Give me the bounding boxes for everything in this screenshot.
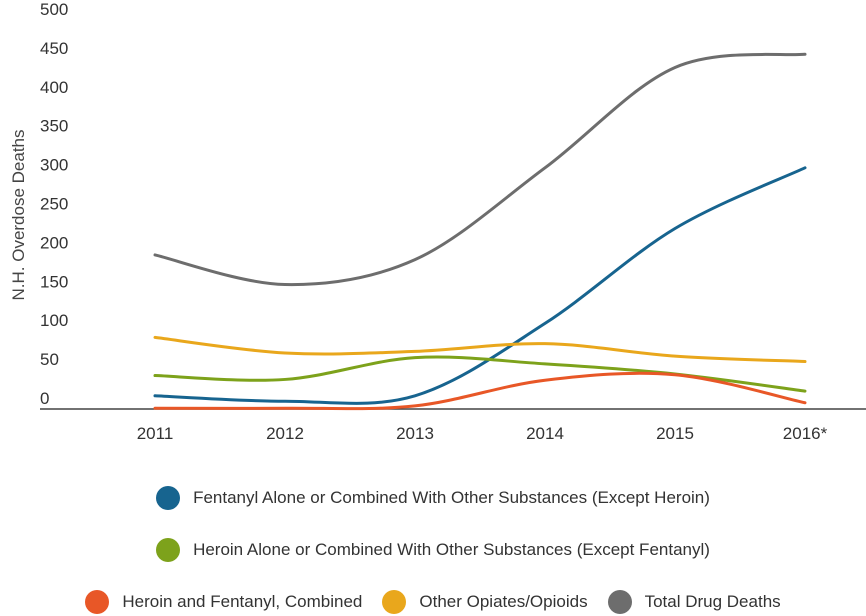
- legend-swatch-total: [607, 590, 632, 614]
- y-tick-label: 450: [40, 39, 68, 58]
- legend-label-heroin-fentanyl: Heroin and Fentanyl, Combined: [122, 592, 363, 611]
- line-chart: 0 50 100 150 200 250 300 350 400 450 500 N.H. Over…: [9, 0, 866, 443]
- series-lines: [153, 52, 807, 411]
- legend-swatch-heroin-fentanyl: [85, 590, 110, 614]
- legend-label-other-opioids: Other Opiates/Opioids: [419, 592, 588, 611]
- series-line-other-opioids: [153, 335, 807, 364]
- legend-item-total: Total Drug Deaths: [607, 590, 781, 614]
- x-tick-label: 2011: [137, 424, 174, 443]
- legend-item-heroin-fentanyl: Heroin and Fentanyl, Combined: [85, 590, 362, 614]
- legend-row-1: Fentanyl Alone or Combined With Other Su…: [0, 486, 866, 510]
- legend-swatch-fentanyl: [156, 486, 181, 510]
- x-tick-label: 2015: [656, 424, 694, 443]
- y-tick-label: 100: [40, 311, 68, 330]
- y-axis-label: N.H. Overdose Deaths: [9, 129, 28, 300]
- y-tick-label: 200: [40, 233, 68, 252]
- x-tick-label: 2014: [526, 424, 564, 443]
- y-tick-label: 500: [40, 0, 68, 19]
- y-tick-label: 0: [40, 389, 49, 408]
- y-tick-label: 150: [40, 272, 68, 291]
- legend-row-2: Heroin Alone or Combined With Other Subs…: [0, 538, 866, 562]
- x-tick-label: 2012: [266, 424, 304, 443]
- series-line-heroin: [153, 355, 807, 393]
- y-tick-label: 250: [40, 195, 68, 214]
- x-tick-label: 2013: [396, 424, 434, 443]
- x-axis-ticks: 2011 2012 2013 2014 2015 2016*: [137, 424, 828, 443]
- series-line-total: [153, 52, 807, 287]
- legend-swatch-other-opioids: [382, 590, 407, 614]
- y-tick-label: 300: [40, 156, 68, 175]
- series-line-heroin-fentanyl: [153, 371, 807, 411]
- y-axis-ticks: 0 50 100 150 200 250 300 350 400 450 500: [40, 0, 68, 408]
- series-line-fentanyl: [153, 166, 807, 405]
- y-tick-label: 400: [40, 78, 68, 97]
- legend-label-total: Total Drug Deaths: [644, 592, 781, 611]
- y-tick-label: 350: [40, 117, 68, 136]
- legend-label-heroin: Heroin Alone or Combined With Other Subs…: [193, 540, 710, 559]
- legend-swatch-heroin: [156, 538, 181, 562]
- x-tick-label: 2016*: [783, 424, 828, 443]
- legend-item-other-opioids: Other Opiates/Opioids: [382, 590, 588, 614]
- legend-row-3: Heroin and Fentanyl, Combined Other Opia…: [0, 590, 866, 614]
- legend-item-heroin: Heroin Alone or Combined With Other Subs…: [156, 538, 710, 562]
- y-tick-label: 50: [40, 350, 59, 369]
- legend-label-fentanyl: Fentanyl Alone or Combined With Other Su…: [193, 488, 710, 507]
- legend-item-fentanyl: Fentanyl Alone or Combined With Other Su…: [156, 486, 710, 510]
